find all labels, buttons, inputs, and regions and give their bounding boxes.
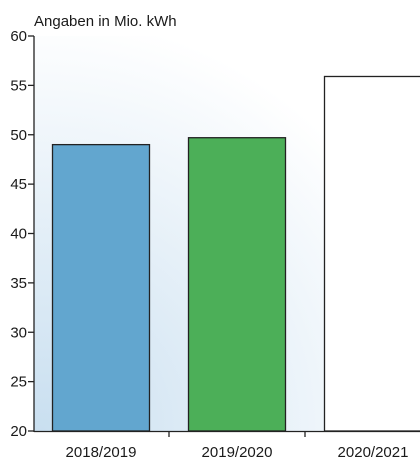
unit-label: Angaben in Mio. kWh — [34, 13, 177, 30]
bar-2018-2019 — [51, 143, 151, 432]
x-tick-label: 2019/2020 — [202, 444, 273, 461]
y-tick-label: 20 — [10, 423, 27, 440]
y-tick-label: 40 — [10, 226, 27, 243]
y-tick-label: 25 — [10, 374, 27, 391]
x-tick-label: 2020/2021 — [338, 444, 409, 461]
y-tick-label: 45 — [10, 176, 27, 193]
y-tick-label: 50 — [10, 127, 27, 144]
bar-2019-2020 — [187, 137, 287, 432]
y-tick-label: 35 — [10, 275, 27, 292]
x-tick-label: 2018/2019 — [66, 444, 137, 461]
y-tick-label: 60 — [10, 28, 27, 45]
y-tick-label: 30 — [10, 324, 27, 341]
y-tick-label: 55 — [10, 77, 27, 94]
bar-2020-2021 — [323, 75, 420, 432]
